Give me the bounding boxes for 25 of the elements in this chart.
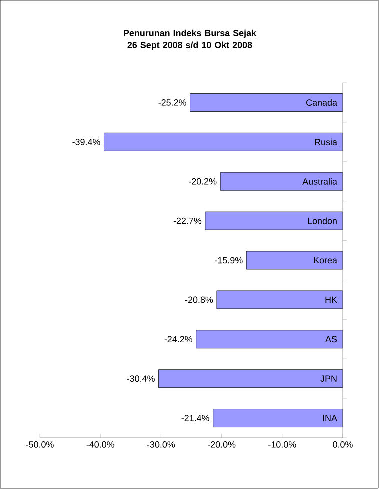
data-label: -20.2%	[189, 178, 217, 185]
y-tick-label: London	[308, 218, 337, 224]
y-tick-label: AS	[326, 336, 338, 343]
data-label: -15.9%	[215, 257, 243, 264]
data-label: -22.7%	[174, 218, 202, 224]
data-label: -21.4%	[182, 415, 210, 422]
y-tick-label: Rusia	[315, 138, 338, 146]
y-tick-label: HK	[326, 296, 338, 304]
y-tick-label: Canada	[306, 99, 338, 106]
chart-title: Penurunan Indeks Bursa Sejak 26 Sept 2008 s/d 10 Okt 2008	[124, 30, 257, 50]
data-label: -30.4%	[127, 376, 155, 382]
data-label: -25.2%	[158, 100, 186, 106]
y-tick-label: Korea	[314, 257, 338, 264]
x-tick-label: -30.0%	[147, 442, 176, 448]
y-tick-label: INA	[323, 415, 338, 422]
x-tick-label: -20.0%	[208, 442, 236, 448]
x-tick-label: -10.0%	[268, 442, 296, 448]
data-label: -24.2%	[164, 336, 193, 343]
x-tick-label: 0.0%	[333, 442, 353, 448]
y-tick-label: Australia	[302, 178, 338, 185]
data-label: -20.8%	[185, 296, 214, 304]
data-label: -39.4%	[72, 138, 100, 146]
x-tick-label: -40.0%	[86, 442, 114, 448]
y-tick-label: JPN	[320, 376, 337, 382]
x-tick-label: -50.0%	[26, 442, 54, 448]
